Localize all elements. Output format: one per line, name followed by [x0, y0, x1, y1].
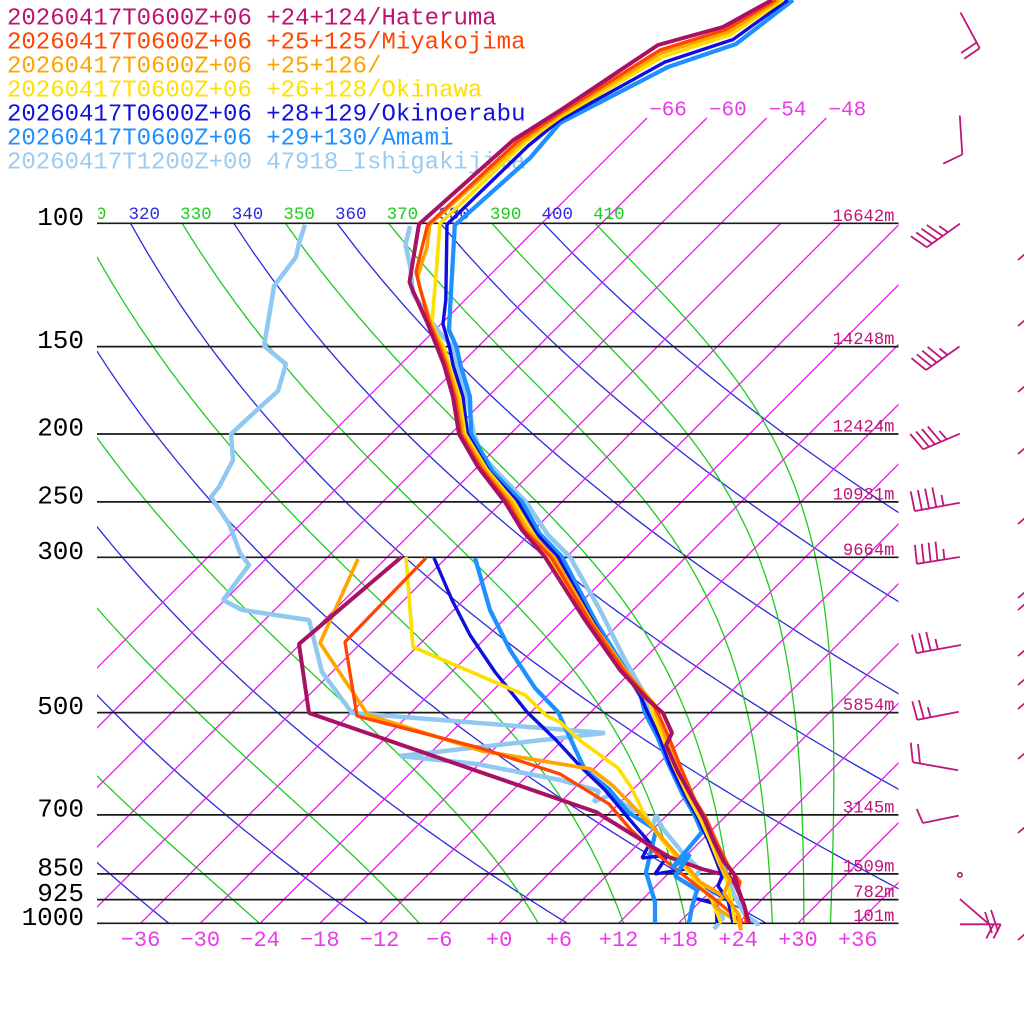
- svg-text:−60: −60: [709, 100, 747, 123]
- svg-text:+36: +36: [838, 928, 878, 953]
- svg-text:20260417T0600Z+06 +28+129/Okin: 20260417T0600Z+06 +28+129/Okinoerabu: [7, 102, 525, 129]
- svg-text:250: 250: [37, 481, 84, 511]
- svg-text:−36: −36: [121, 928, 161, 953]
- svg-text:−30: −30: [180, 928, 220, 953]
- svg-text:+12: +12: [599, 928, 639, 953]
- svg-text:20260417T0600Z+06 +26+128/Okin: 20260417T0600Z+06 +26+128/Okinawa: [7, 78, 482, 105]
- svg-text:310: 310: [75, 205, 107, 225]
- svg-text:100: 100: [37, 203, 84, 233]
- svg-text:−6: −6: [426, 928, 452, 953]
- svg-text:10931m: 10931m: [833, 486, 895, 505]
- svg-text:20260417T0600Z+06 +24+124/Hate: 20260417T0600Z+06 +24+124/Hateruma: [7, 6, 497, 33]
- svg-text:1000: 1000: [22, 903, 84, 933]
- svg-text:−54: −54: [769, 100, 807, 123]
- svg-text:12424m: 12424m: [833, 419, 895, 438]
- svg-text:360: 360: [335, 205, 367, 225]
- svg-text:−66: −66: [649, 100, 687, 123]
- svg-text:400: 400: [542, 205, 574, 225]
- svg-text:200: 200: [37, 414, 84, 444]
- svg-text:850: 850: [37, 853, 84, 883]
- svg-text:410: 410: [593, 205, 625, 225]
- svg-text:5854m: 5854m: [843, 697, 895, 716]
- svg-text:−12: −12: [360, 928, 400, 953]
- svg-text:9664m: 9664m: [843, 542, 895, 561]
- svg-text:20260417T0600Z+06 +29+130/Amam: 20260417T0600Z+06 +29+130/Amami: [7, 126, 453, 153]
- svg-text:101m: 101m: [853, 908, 894, 927]
- svg-text:300: 300: [37, 537, 84, 567]
- svg-text:925: 925: [37, 879, 84, 909]
- svg-text:+0: +0: [486, 928, 512, 953]
- svg-text:+30: +30: [778, 928, 818, 953]
- svg-text:−24: −24: [240, 928, 280, 953]
- svg-text:340: 340: [232, 205, 264, 225]
- svg-text:1509m: 1509m: [843, 858, 895, 877]
- svg-text:16642m: 16642m: [833, 208, 895, 227]
- svg-text:782m: 782m: [853, 884, 894, 903]
- svg-text:320: 320: [129, 205, 161, 225]
- svg-text:−18: −18: [300, 928, 340, 953]
- svg-text:+6: +6: [546, 928, 572, 953]
- svg-text:3145m: 3145m: [843, 799, 895, 818]
- svg-text:14248m: 14248m: [833, 331, 895, 350]
- svg-text:+18: +18: [659, 928, 699, 953]
- svg-text:150: 150: [37, 326, 84, 356]
- svg-text:330: 330: [180, 205, 212, 225]
- svg-text:700: 700: [37, 794, 84, 824]
- svg-text:390: 390: [490, 205, 522, 225]
- svg-text:20260417T0600Z+06 +25+125/Miya: 20260417T0600Z+06 +25+125/Miyakojima: [7, 30, 525, 57]
- svg-text:20260417T1200Z+00 47918_Ishiga: 20260417T1200Z+00 47918_Ishigakijima: [7, 150, 525, 177]
- svg-text:20260417T0600Z+06 +25+126/: 20260417T0600Z+06 +25+126/: [7, 54, 381, 81]
- svg-text:−48: −48: [828, 100, 866, 123]
- svg-text:370: 370: [387, 205, 419, 225]
- svg-text:500: 500: [37, 692, 84, 722]
- svg-text:+24: +24: [718, 928, 758, 953]
- svg-text:350: 350: [283, 205, 315, 225]
